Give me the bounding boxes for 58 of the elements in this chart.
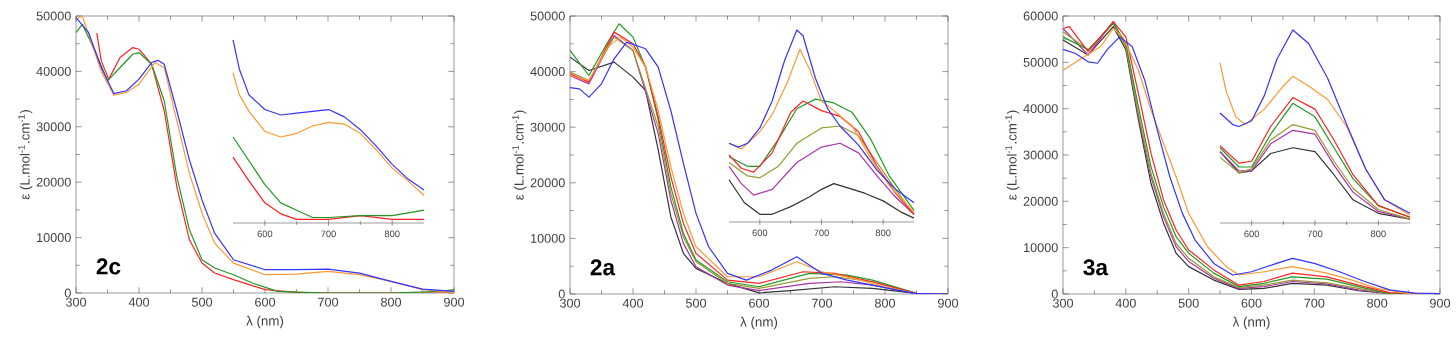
x-tick-label: 600 (255, 297, 276, 307)
x-tick-label: 700 (1307, 230, 1323, 238)
x-tick-label: 900 (938, 298, 959, 308)
x-tick-label: 600 (749, 298, 770, 308)
x-tick-label: 800 (380, 297, 402, 307)
y-tick-label: 20000 (1023, 196, 1058, 206)
x-tick-label: 700 (318, 297, 339, 307)
y-tick-label: 10000 (37, 233, 71, 243)
x-tick-label: 800 (1367, 298, 1388, 308)
y-axis-title: ε (L.mol$^{-1}$.cm$^{-1}$) (512, 110, 527, 200)
y-tick-label: 10000 (531, 233, 565, 243)
annotation: 2a (590, 259, 616, 276)
y-tick-label: 0 (558, 289, 565, 299)
x-tick-label: 600 (1241, 298, 1262, 308)
y-tick-label: 50000 (36, 11, 71, 21)
y-tick-label: 30000 (530, 122, 565, 132)
y-tick-label: 0 (64, 288, 71, 298)
x-tick-label: 300 (1052, 298, 1074, 308)
x-tick-label: 400 (1115, 298, 1136, 308)
y-tick-label: 40000 (36, 66, 71, 76)
x-tick-label: 800 (1370, 230, 1386, 238)
annotation: 2c (96, 258, 121, 275)
y-axis-title: ε (L.mol$^{-1}$.cm$^{-1}$) (18, 110, 33, 200)
x-tick-label: 900 (1430, 298, 1451, 308)
x-tick-label: 700 (1304, 298, 1325, 308)
x-tick-label: 600 (1244, 230, 1260, 238)
y-tick-label: 10000 (1024, 243, 1058, 253)
x-tick-label: 900 (444, 297, 465, 307)
x-axis-title: λ (nm) (246, 315, 284, 329)
x-tick-label: 800 (384, 230, 400, 238)
x-tick-label: 300 (65, 297, 87, 307)
y-tick-label: 0 (1051, 289, 1058, 299)
annotation: 3a (1083, 259, 1109, 276)
x-tick-label: 400 (622, 298, 644, 308)
x-axis-title: λ (nm) (740, 316, 778, 330)
x-tick-label: 500 (191, 297, 213, 307)
x-tick-label: 600 (752, 229, 768, 237)
x-axis-title: λ (nm) (1232, 316, 1270, 330)
y-axis-title: ε (L.mol$^{-1}$.cm$^{-1}$) (1005, 110, 1020, 200)
y-tick-label: 50000 (530, 11, 565, 21)
y-tick-label: 40000 (530, 67, 565, 77)
x-tick-label: 500 (1178, 298, 1199, 308)
x-tick-label: 300 (559, 298, 581, 308)
x-tick-label: 700 (321, 230, 336, 238)
x-tick-label: 400 (128, 297, 150, 307)
y-tick-label: 60000 (1023, 11, 1058, 21)
x-tick-label: 800 (874, 298, 896, 308)
x-tick-label: 700 (812, 298, 833, 308)
y-tick-label: 20000 (530, 178, 565, 188)
y-tick-label: 30000 (1023, 150, 1058, 160)
y-tick-label: 30000 (36, 122, 71, 132)
x-tick-label: 500 (685, 298, 707, 308)
x-tick-label: 600 (257, 230, 273, 238)
y-tick-label: 50000 (1023, 57, 1058, 67)
y-tick-label: 40000 (1023, 104, 1058, 114)
y-tick-label: 20000 (36, 177, 71, 187)
x-tick-label: 700 (814, 229, 829, 237)
x-tick-label: 800 (875, 229, 891, 237)
